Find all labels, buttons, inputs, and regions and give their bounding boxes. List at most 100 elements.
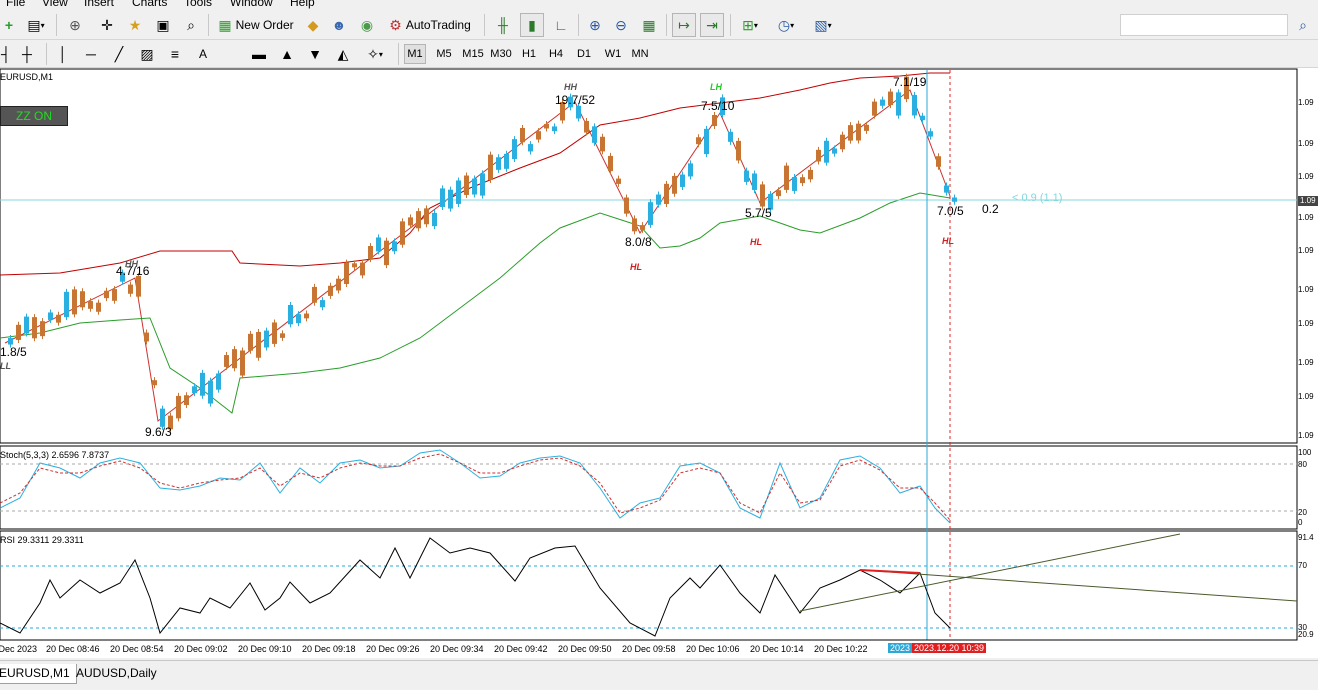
price-tick: 1.09 [1298, 285, 1314, 294]
zigzag-label: 7.5/10 [701, 99, 735, 113]
metaeditor-button[interactable]: ◆ [302, 13, 324, 37]
star-folder-icon: ★ [128, 17, 142, 33]
timeframe-m30[interactable]: M30 [490, 48, 512, 60]
stoch-level-tick: 20 [1298, 508, 1307, 517]
candle [848, 125, 853, 141]
chart-window[interactable]: EURUSD,M1 ZZ ON Stoch(5,3,3) 2.6596 7.87… [0, 68, 1318, 658]
candle [88, 301, 93, 309]
cursor-icon: ┤ [1, 46, 11, 62]
timeframe-h1[interactable]: H1 [521, 48, 537, 60]
zoom-in-icon: ⊕ [589, 17, 601, 33]
new-order-label: New Order [235, 18, 294, 32]
candle [536, 131, 541, 140]
cursor-button[interactable]: ┤ [0, 42, 12, 66]
templates-button[interactable]: ▧ ▾ [814, 17, 832, 33]
vertical-line-button[interactable]: │ [54, 42, 72, 66]
candle [800, 177, 805, 184]
time-label: 20 Dec 10:14 [750, 644, 804, 654]
tab-audusd-daily[interactable]: AUDUSD,Daily [76, 666, 157, 680]
person-icon: ☻ [331, 17, 347, 33]
candle [72, 289, 77, 315]
bar-chart-button[interactable]: ╫ [492, 13, 514, 37]
menu-help[interactable]: Help [290, 0, 315, 9]
menu-charts[interactable]: Charts [132, 0, 168, 9]
candle [408, 217, 413, 226]
new-chart-button[interactable]: + [0, 13, 18, 37]
rsi-level-tick: 30 [1298, 623, 1307, 632]
candle [24, 316, 29, 334]
stoch-level-tick: 100 [1298, 448, 1312, 457]
candle [632, 218, 637, 232]
zoom-out-button[interactable]: ⊖ [610, 13, 632, 37]
rsi-divergence-line [859, 569, 921, 574]
stoch-level-tick: 0 [1298, 518, 1303, 527]
candle [40, 321, 45, 337]
candle [312, 286, 317, 303]
timeframe-m15[interactable]: M15 [462, 48, 484, 60]
strategy-tester-button[interactable]: ⌕ [180, 13, 202, 37]
price-chart[interactable] [0, 68, 1318, 658]
cursor-time-blue: 2023 [888, 643, 913, 653]
menu-file[interactable]: File [6, 0, 26, 9]
candle [280, 333, 285, 338]
text-button[interactable]: A [192, 42, 214, 66]
search-button[interactable]: ⌕ [1292, 13, 1314, 37]
arrow-up-button[interactable]: ▲ [276, 42, 298, 66]
market-watch-button[interactable]: ⊕ [64, 13, 86, 37]
equidistant-channel-button[interactable]: ▨ [136, 42, 158, 66]
arrow-down-button[interactable]: ▼ [304, 42, 326, 66]
menu-window[interactable]: Window [230, 0, 273, 9]
autoscroll-button[interactable]: ↦ [672, 13, 696, 37]
profiles-button[interactable]: ▤ ▾ [27, 17, 45, 33]
terminal-button[interactable]: ▣ [152, 13, 174, 37]
timeframe-m1[interactable]: M1 [404, 44, 426, 64]
tile-windows-button[interactable]: ▦ [638, 13, 660, 37]
line-chart-button[interactable]: ∟ [550, 13, 572, 37]
data-window-button[interactable]: ✛ [96, 13, 118, 37]
trendline-button[interactable]: ╱ [108, 42, 130, 66]
timeframe-w1[interactable]: W1 [604, 48, 622, 60]
shapes-button[interactable]: ✧ ▾ [367, 46, 383, 62]
zz-toggle-button[interactable]: ZZ ON [0, 106, 68, 126]
crosshair-button[interactable]: ┼ [16, 42, 38, 66]
candle [472, 178, 477, 195]
candle [808, 169, 813, 180]
market-button[interactable]: ◉ [356, 13, 378, 37]
chart-shift-button[interactable]: ⇥ [700, 13, 724, 37]
candle [200, 372, 205, 396]
candlestick-button[interactable]: ▮ [520, 13, 544, 37]
menu-insert[interactable]: Insert [84, 0, 115, 9]
new-order-button[interactable]: ▦ New Order [214, 13, 298, 37]
triangle-button[interactable]: ◭ [332, 42, 354, 66]
candle [656, 194, 661, 205]
timeframe-h4[interactable]: H4 [548, 48, 564, 60]
menu-tools[interactable]: Tools [184, 0, 213, 9]
label-button[interactable]: ▬ [248, 42, 270, 66]
timeframe-d1[interactable]: D1 [576, 48, 592, 60]
fibonacci-button[interactable]: ≡ [164, 42, 186, 66]
indicators-button[interactable]: ⊞ ▾ [742, 17, 758, 33]
candle [888, 91, 893, 106]
candle [432, 212, 437, 227]
plus-icon: + [4, 17, 14, 33]
fibonacci-icon: ≡ [170, 46, 180, 62]
signals-button[interactable]: ☻ [328, 13, 350, 37]
candle [216, 373, 221, 390]
bar-chart-icon: ╫ [498, 17, 508, 33]
timeframe-mn[interactable]: MN [631, 48, 649, 60]
navigator-button[interactable]: ★ [124, 13, 146, 37]
candle [936, 156, 941, 167]
tab-eurusd-m1[interactable]: EURUSD,M1 [0, 664, 77, 684]
candle [784, 165, 789, 190]
periods-button[interactable]: ◷ ▾ [777, 17, 795, 33]
menu-view[interactable]: View [42, 0, 68, 9]
candle [272, 322, 277, 344]
search-input[interactable] [1120, 14, 1288, 36]
timeframe-m5[interactable]: M5 [436, 48, 452, 60]
zoom-out-icon: ⊖ [615, 17, 627, 33]
zigzag-label: 1.8/5 [0, 345, 27, 359]
horizontal-line-button[interactable]: ─ [80, 42, 102, 66]
candle [464, 175, 469, 195]
zoom-in-button[interactable]: ⊕ [584, 13, 606, 37]
auto-trading-button[interactable]: ⚙ AutoTrading [384, 13, 476, 37]
